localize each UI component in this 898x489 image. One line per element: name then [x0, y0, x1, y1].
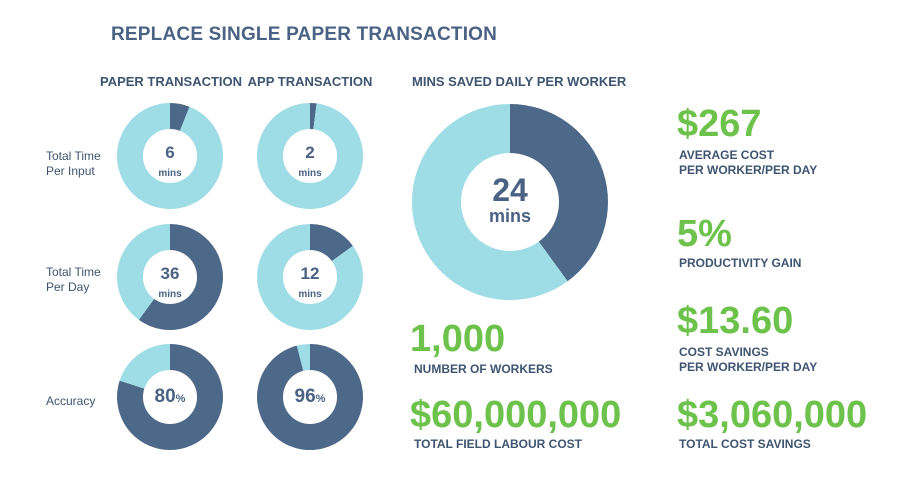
row-label-total-time-per-input: Total Time Per Input	[46, 149, 101, 178]
donut-app-day: 12 mins	[257, 224, 363, 330]
donut-hole	[142, 369, 198, 425]
donut-slice-highlight	[510, 104, 608, 282]
stat-productivity-caption: PRODUCTIVITY GAIN	[679, 256, 802, 270]
stat-total-savings-caption: TOTAL COST SAVINGS	[679, 437, 811, 451]
donut-value: 12	[300, 264, 320, 283]
stat-workers-value: 1,000	[410, 318, 506, 360]
stat-labour-cost-value: $60,000,000	[410, 394, 622, 436]
donut-hole	[282, 369, 338, 425]
column-header-mins-saved: MINS SAVED DAILY PER WORKER	[412, 74, 627, 89]
stat-total-savings-value: $3,060,000	[677, 394, 868, 436]
stat-avg-cost-caption: AVERAGE COST PER WORKER/PER DAY	[679, 148, 818, 177]
donut-value: 6	[165, 143, 175, 162]
stat-productivity-value: 5%	[677, 213, 732, 255]
donut-app-input: 2 mins	[257, 103, 363, 209]
row-label-accuracy: Accuracy	[46, 394, 96, 408]
column-header-app: APP TRANSACTION	[247, 74, 373, 89]
donut-hole	[142, 128, 198, 184]
donut-value: 80	[154, 386, 176, 407]
page-title: REPLACE SINGLE PAPER TRANSACTION	[111, 24, 498, 45]
donut-unit: %	[175, 393, 186, 405]
donut-unit: mins	[298, 168, 322, 179]
donut-mins-saved: 24 mins	[412, 104, 608, 300]
donut-value: 96	[294, 386, 316, 407]
donut-hole	[142, 249, 198, 305]
stat-cost-savings-value: $13.60	[677, 300, 794, 342]
donut-unit: mins	[158, 289, 182, 300]
donut-paper-input: 6 mins	[117, 103, 223, 209]
donut-paper-day: 36 mins	[117, 224, 223, 330]
donut-hole	[282, 249, 338, 305]
column-header-paper: PAPER TRANSACTION	[100, 74, 243, 89]
donut-value: 36	[160, 264, 180, 283]
stat-workers-caption: NUMBER OF WORKERS	[414, 362, 553, 376]
donut-hole	[282, 128, 338, 184]
donut-unit: mins	[158, 168, 182, 179]
row-label-total-time-per-day: Total Time Per Day	[46, 265, 101, 294]
donut-unit: mins	[298, 289, 322, 300]
donut-unit: %	[315, 393, 326, 405]
stat-avg-cost-value: $267	[677, 103, 762, 145]
donut-unit: mins	[488, 206, 531, 226]
donut-value: 24	[492, 172, 528, 208]
donut-app-accuracy: 96%	[257, 344, 363, 450]
donut-hole	[461, 153, 559, 251]
donut-paper-accuracy: 80%	[117, 344, 223, 450]
donut-value: 2	[305, 143, 315, 162]
stat-cost-savings-caption: COST SAVINGS PER WORKER/PER DAY	[679, 345, 818, 374]
stat-labour-cost-caption: TOTAL FIELD LABOUR COST	[414, 437, 582, 451]
